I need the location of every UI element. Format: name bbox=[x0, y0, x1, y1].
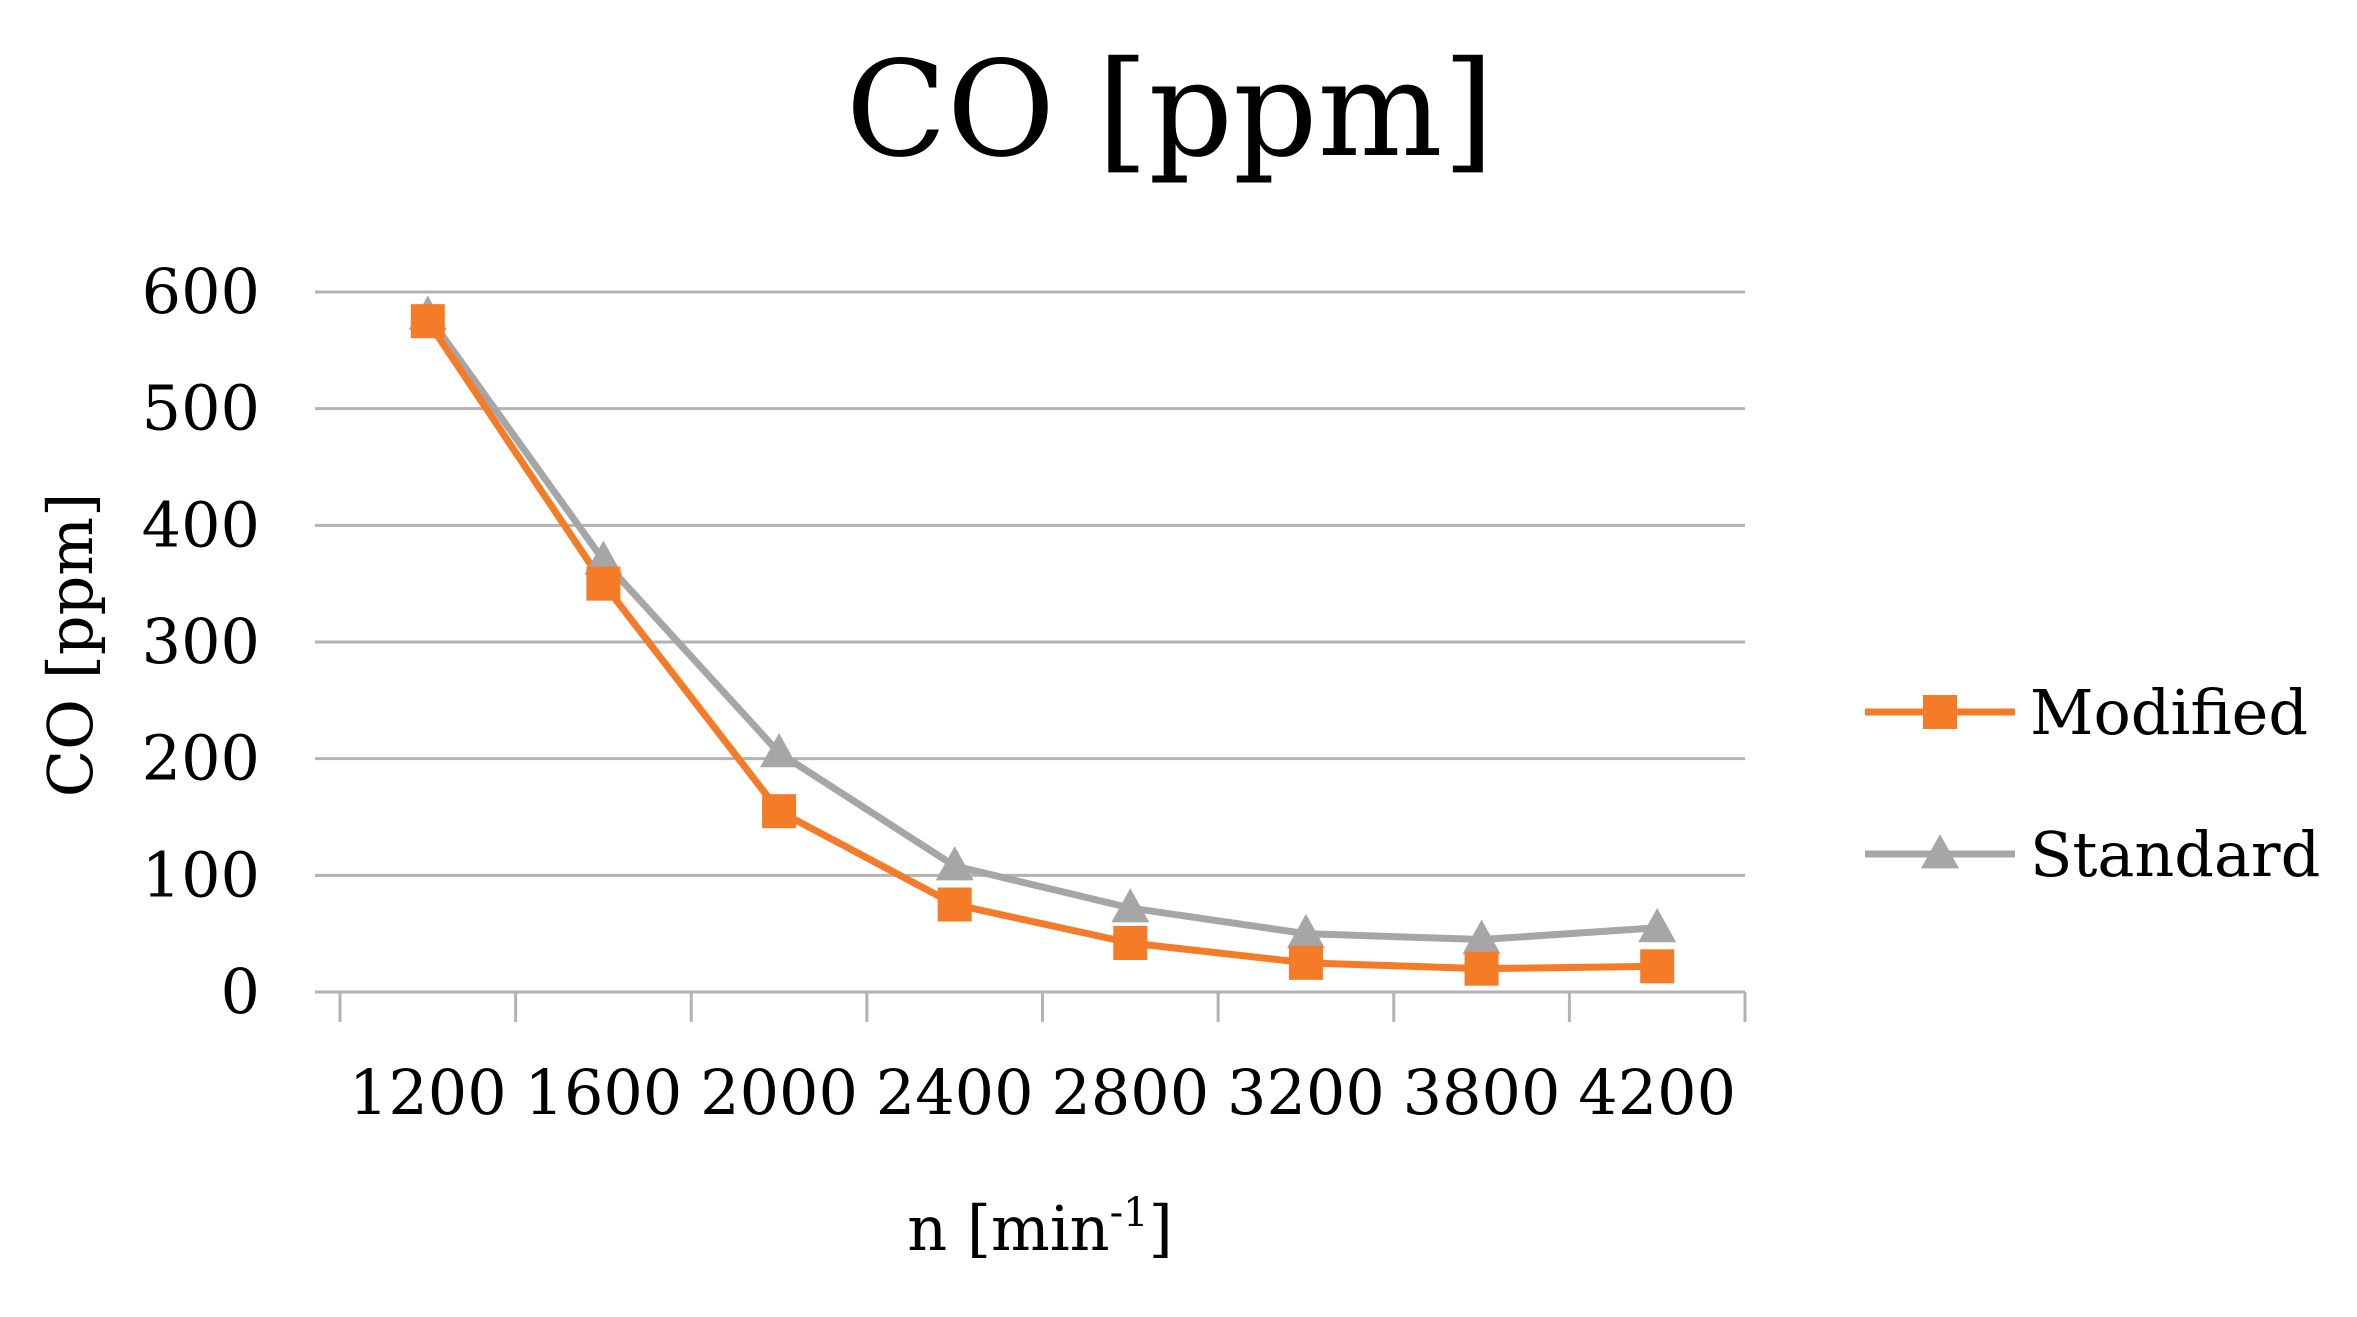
x-tick-label: 2400 bbox=[876, 1056, 1034, 1129]
legend: Modified Standard bbox=[1865, 676, 2320, 891]
data-point-standard bbox=[935, 846, 974, 881]
x-tick-label: 2000 bbox=[700, 1056, 858, 1129]
y-axis-title: CO [ppm] bbox=[34, 493, 107, 798]
x-tick-label: 3800 bbox=[1403, 1056, 1561, 1129]
data-point-standard bbox=[1111, 888, 1150, 923]
x-tick-labels: 1200 1600 2000 2400 2800 3200 3800 4200 bbox=[349, 1056, 1736, 1129]
gridlines bbox=[315, 290, 1745, 877]
y-tick-label: 600 bbox=[142, 255, 260, 328]
y-tick-label: 400 bbox=[142, 488, 260, 561]
legend-label-standard: Standard bbox=[2030, 818, 2320, 891]
y-tick-label: 100 bbox=[142, 838, 260, 911]
data-point-standard bbox=[1638, 907, 1677, 943]
data-point-modified bbox=[1464, 951, 1499, 986]
data-point-modified bbox=[762, 794, 797, 829]
axes bbox=[315, 990, 1747, 1022]
y-tick-label: 300 bbox=[142, 605, 260, 678]
legend-marker-standard bbox=[1921, 834, 1959, 869]
legend-label-modified: Modified bbox=[2030, 676, 2308, 749]
legend-item-modified: Modified bbox=[1865, 676, 2308, 749]
x-axis-title-close: ] bbox=[1149, 1192, 1173, 1265]
legend-item-standard: Standard bbox=[1865, 818, 2320, 891]
data-point-modified bbox=[410, 304, 445, 339]
y-tick-label: 500 bbox=[142, 372, 260, 445]
series-markers bbox=[408, 295, 1677, 986]
y-tick-labels: 0 100 200 300 400 500 600 bbox=[142, 255, 260, 1028]
data-point-modified bbox=[586, 566, 621, 601]
data-point-modified bbox=[1288, 945, 1323, 980]
x-tick-label: 4200 bbox=[1578, 1056, 1736, 1129]
x-tick-label: 1200 bbox=[349, 1056, 507, 1129]
data-point-standard bbox=[760, 732, 799, 768]
data-point-standard bbox=[1286, 913, 1325, 949]
x-axis-title-superscript: -1 bbox=[1110, 1190, 1149, 1236]
x-axis-title-base: n [min bbox=[907, 1192, 1109, 1265]
chart-title: CO [ppm] bbox=[846, 33, 1494, 187]
data-point-standard bbox=[1462, 919, 1501, 954]
y-tick-label: 200 bbox=[142, 722, 260, 795]
x-tick-label: 1600 bbox=[525, 1056, 683, 1129]
series-lines bbox=[424, 313, 1658, 973]
x-tick-label: 2800 bbox=[1051, 1056, 1209, 1129]
data-point-modified bbox=[937, 887, 972, 922]
series-line-modified bbox=[424, 319, 1658, 973]
x-tick-label: 3200 bbox=[1227, 1056, 1385, 1129]
legend-marker-modified bbox=[1923, 695, 1957, 729]
data-point-standard bbox=[584, 540, 623, 575]
y-tick-label: 0 bbox=[221, 955, 260, 1028]
x-axis-title: n [min-1] bbox=[907, 1190, 1173, 1265]
series-line-standard bbox=[424, 313, 1658, 943]
data-point-modified bbox=[1113, 926, 1148, 960]
data-point-modified bbox=[1640, 949, 1675, 984]
